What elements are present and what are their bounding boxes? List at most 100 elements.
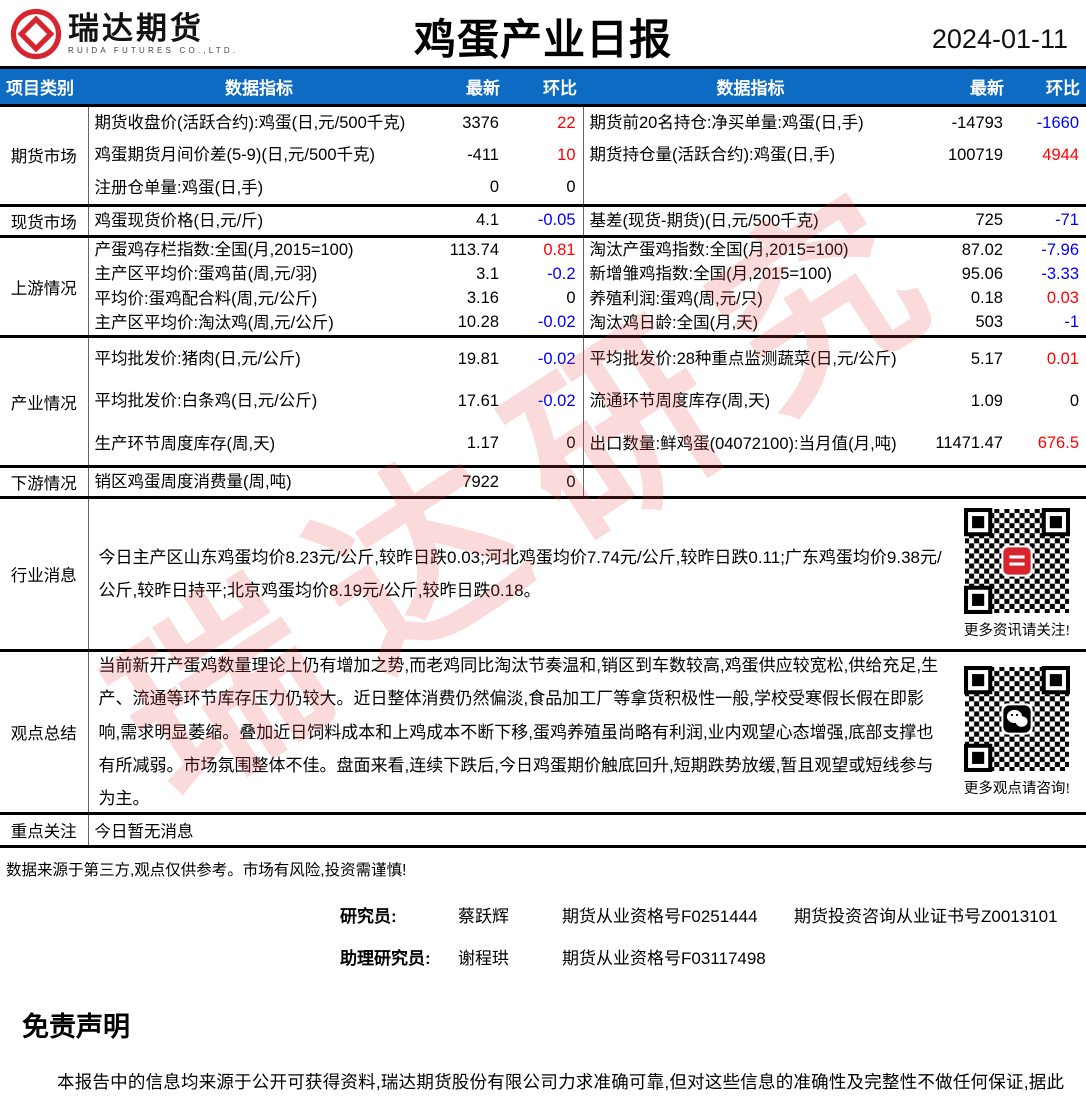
change-value-cell: -0.02 [506, 335, 584, 381]
indicator-cell: 期货收盘价(活跃合约):鸡蛋(日,元/500千克) [88, 104, 430, 140]
col-header-indicator2: 数据指标 [583, 67, 918, 106]
col-header-category: 项目类别 [0, 67, 88, 106]
researcher-cert: 期货从业资格号F0251444 [562, 907, 758, 927]
indicator-cell: 平均批发价:28种重点监测蔬菜(日,元/公斤) [583, 335, 918, 381]
assistant-label: 助理研究员: [340, 949, 431, 969]
researcher-name: 蔡跃辉 [458, 907, 509, 927]
assistant-cert: 期货从业资格号F03117498 [562, 949, 766, 969]
table-row: 平均价:蛋鸡配合料(周,元/公斤) 3.16 0 养殖利润:蛋鸡(周,元/只) 0.18… [0, 286, 1086, 311]
table-row: 鸡蛋期货月间价差(5-9)(日,元/500千克) -411 10 期货持仓量(活跃合约… [0, 139, 1086, 172]
table-row: 下游情况 销区鸡蛋周度消费量(周,吨) 7922 0 [0, 464, 1086, 498]
change-value-cell: 0 [506, 464, 584, 498]
col-header-change: 环比 [506, 67, 583, 106]
indicator-cell: 期货持仓量(活跃合约):鸡蛋(日,手) [589, 146, 836, 165]
col-header-change2: 环比 [1010, 67, 1086, 106]
focus-row: 重点关注 今日暂无消息 [0, 812, 1086, 847]
category-cell-summary: 观点总结 [0, 649, 89, 814]
table-row: 期货市场 期货收盘价(活跃合约):鸡蛋(日,元/500千克) 3376 22 期货前20… [0, 104, 1086, 206]
table-row: 注册仓单量:鸡蛋(日,手) 0 0 [0, 171, 1086, 206]
data-table: 项目类别 数据指标 最新 环比 数据指标 最新 环比 期货市场 期货收盘价(活跃合… [0, 66, 1086, 849]
change-value-cell: -1660 [1010, 104, 1086, 140]
indicator-cell: 基差(现货-期货)(日,元/500千克) [583, 203, 918, 237]
col-header-indicator: 数据指标 [88, 67, 430, 106]
table-body: 期货市场 期货收盘价(活跃合约):鸡蛋(日,元/500千克) 3376 22 期货前20… [0, 104, 1086, 498]
latest-value-cell: 87.02 [918, 235, 1010, 263]
change-value-cell: 0.03 [1046, 289, 1079, 308]
page-title: 鸡蛋产业日报 [413, 16, 673, 63]
latest-value-cell: 725 [918, 203, 1010, 237]
table-row: 主产区平均价:淘汰鸡(周,元/公斤) 10.28 -0.02 淘汰鸡日龄:全国(月,天… [0, 310, 1086, 337]
indicator-cell: 产蛋鸡存栏指数:全国(月,2015=100) [88, 235, 430, 263]
change-value-cell: 0.81 [506, 235, 584, 263]
change-value-cell: 676.5 [1037, 434, 1079, 453]
latest-value-cell: 1.17 [466, 434, 499, 453]
table-row: 上游情况 产蛋鸡存栏指数:全国(月,2015=100) 113.74 0.81 淘汰产蛋… [0, 235, 1086, 337]
change-value-cell: -0.02 [506, 310, 584, 337]
indicator-cell: 平均批发价:白条鸡(日,元/公斤) [94, 392, 318, 411]
indicator-cell: 销区鸡蛋周度消费量(周,吨) [88, 464, 430, 498]
change-value-cell: -7.96 [1010, 235, 1086, 263]
table-row: 产业情况 平均批发价:猪肉(日,元/公斤) 19.81 -0.02 平均批发价:28种重… [0, 335, 1086, 467]
category-cell: 上游情况 [0, 235, 89, 337]
latest-value-cell: 1.09 [970, 392, 1003, 411]
risk-note: 数据来源于第三方,观点仅供参考。市场有风险,投资需谨慎! [6, 862, 407, 880]
category-cell: 现货市场 [0, 203, 89, 237]
change-value-cell: 0 [506, 286, 584, 311]
researcher-cert2: 期货投资咨询从业证书号Z0013101 [794, 907, 1058, 927]
indicator-cell: 淘汰鸡日龄:全国(月,天) [589, 313, 759, 332]
indicator-cell: 出口数量:鲜鸡蛋(04072100):当月值(月,吨) [589, 434, 897, 453]
researcher-row: 研究员: 蔡跃辉 期货从业资格号F0251444 期货投资咨询从业证书号Z001… [340, 902, 1086, 927]
assistant-row: 助理研究员: 谢程珙 期货从业资格号F03117498 [340, 944, 1086, 969]
change-value-cell: -3.33 [1041, 264, 1079, 283]
change-value-cell: 0 [1069, 392, 1079, 411]
latest-value-cell: 17.61 [457, 392, 499, 411]
category-cell: 产业情况 [0, 335, 89, 467]
change-value-cell [1010, 172, 1086, 206]
latest-value-cell: 100719 [947, 145, 1003, 164]
qr-code-icon [964, 508, 1070, 615]
change-value-cell: 0.01 [1010, 335, 1086, 381]
indicator-cell: 主产区平均价:淘汰鸡(周,元/公斤) [94, 313, 334, 332]
news-qr-block: 更多资讯请关注! [954, 508, 1086, 640]
change-value-cell: -0.2 [506, 262, 584, 287]
indicator-cell: 生产环节周度库存(周,天) [94, 434, 276, 453]
summary-cell: 当前新开产蛋鸡数量理论上仍有增加之势,而老鸡同比淘汰节奏温和,销区到车数较高,鸡… [88, 649, 1086, 814]
latest-value-cell: 3.16 [466, 289, 499, 308]
assistant-name: 谢程珙 [458, 949, 509, 969]
indicator-cell: 流通环节周度库存(周,天) [589, 392, 771, 411]
indicator-cell: 鸡蛋现货价格(日,元/斤) [88, 203, 430, 237]
change-value-cell: 22 [506, 104, 584, 140]
change-value-cell: -71 [1010, 203, 1086, 237]
info-rows: 行业消息 今日主产区山东鸡蛋均价8.23元/公斤,较昨日跌0.03;河北鸡蛋均价… [0, 496, 1086, 847]
col-header-latest2: 最新 [918, 67, 1010, 106]
indicator-cell: 淘汰产蛋鸡指数:全国(月,2015=100) [583, 235, 918, 263]
change-value-cell: 4944 [1042, 145, 1079, 164]
summary-text: 当前新开产蛋鸡数量理论上仍有增加之势,而老鸡同比淘汰节奏温和,销区到车数较高,鸡… [98, 656, 939, 808]
latest-value-cell: 0.18 [970, 289, 1003, 308]
latest-value-cell: 95.06 [961, 264, 1003, 283]
logo-name-cn: 瑞达期货 [68, 10, 204, 46]
news-row: 行业消息 今日主产区山东鸡蛋均价8.23元/公斤,较昨日跌0.03;河北鸡蛋均价… [0, 496, 1086, 651]
table-header-row: 项目类别 数据指标 最新 环比 数据指标 最新 环比 [0, 67, 1086, 106]
table-row: 平均批发价:白条鸡(日,元/公斤) 17.61 -0.02 流通环节周度库存(周,天)… [0, 380, 1086, 423]
latest-value-cell: -411 [467, 145, 499, 164]
latest-value-cell: 0 [489, 178, 499, 197]
change-value-cell: -0.02 [506, 380, 584, 423]
qr-code-wechat-icon [964, 666, 1070, 773]
table-row: 现货市场 鸡蛋现货价格(日,元/斤) 4.1 -0.05 基差(现货-期货)(日,元/5… [0, 203, 1086, 237]
category-cell: 下游情况 [0, 464, 89, 498]
indicator-cell: 主产区平均价:蛋鸡苗(周,元/羽) [94, 265, 318, 284]
latest-value-cell: 5.17 [918, 335, 1010, 381]
researchers-block: 研究员: 蔡跃辉 期货从业资格号F0251444 期货投资咨询从业证书号Z001… [340, 902, 1086, 969]
disclaimer-body: 本报告中的信息均来源于公开可获得资料,瑞达期货股份有限公司力求准确可靠,但对这些… [57, 1072, 1064, 1093]
indicator-cell [583, 464, 918, 498]
category-cell-news: 行业消息 [0, 496, 89, 651]
category-cell: 期货市场 [0, 104, 89, 206]
latest-value-cell: 3.1 [476, 264, 499, 283]
disclaimer-title: 免责声明 [22, 1012, 130, 1043]
indicator-cell: 养殖利润:蛋鸡(周,元/只) [589, 289, 763, 308]
latest-value-cell: -14793 [918, 104, 1010, 140]
summary-qr-caption: 更多观点请咨询! [963, 781, 1071, 798]
change-value-cell [1010, 464, 1086, 498]
